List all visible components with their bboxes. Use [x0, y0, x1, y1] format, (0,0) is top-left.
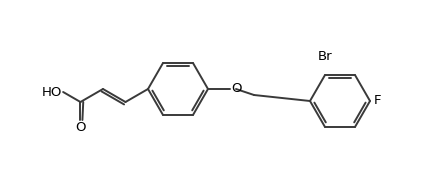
- Text: F: F: [374, 94, 381, 108]
- Text: O: O: [231, 83, 241, 95]
- Text: Br: Br: [318, 50, 332, 63]
- Text: HO: HO: [42, 85, 62, 98]
- Text: O: O: [75, 121, 85, 134]
